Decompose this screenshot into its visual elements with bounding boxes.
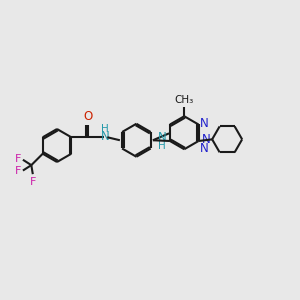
Text: CH₃: CH₃ (175, 95, 194, 105)
Text: H: H (101, 124, 109, 134)
Text: O: O (83, 110, 92, 123)
Text: H: H (158, 141, 166, 151)
Text: F: F (15, 154, 22, 164)
Text: N: N (158, 131, 166, 144)
Text: F: F (30, 176, 36, 187)
Text: N: N (200, 142, 209, 155)
Text: N: N (101, 130, 110, 143)
Text: N: N (202, 133, 210, 146)
Text: F: F (15, 166, 22, 176)
Text: N: N (200, 117, 209, 130)
